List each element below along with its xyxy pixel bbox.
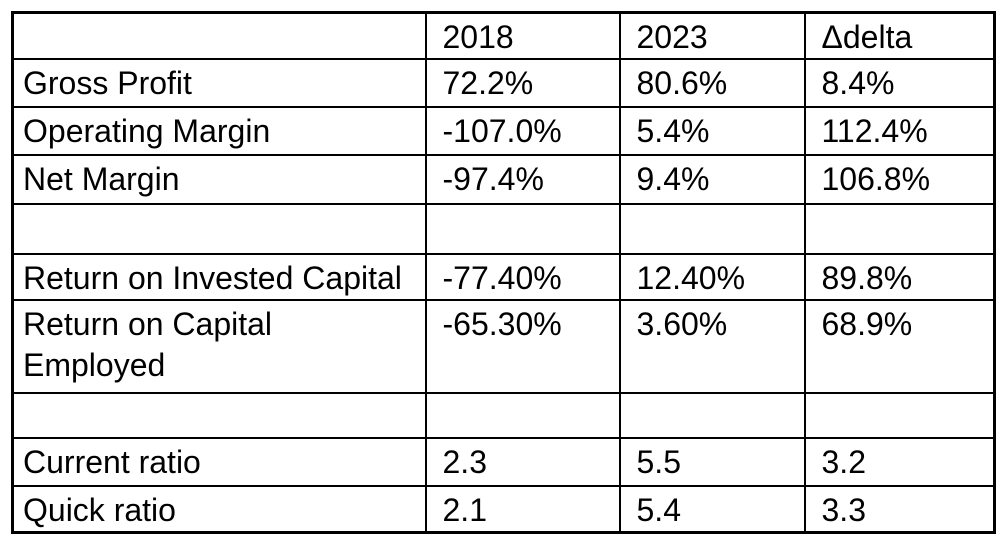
table-row-spacer-2 [11, 392, 996, 439]
cell-2018: -65.30% [424, 299, 621, 394]
cell-2023 [618, 392, 806, 439]
header-2023: 2023 [618, 11, 806, 60]
cell-2018: 2.1 [424, 485, 621, 534]
cell-delta [803, 203, 996, 255]
cell-2023: 80.6% [618, 58, 806, 108]
cell-2023: 5.4% [618, 106, 806, 156]
cell-delta: 3.3 [803, 485, 996, 534]
table-row-operating-margin: Operating Margin -107.0% 5.4% 112.4% [11, 106, 996, 156]
table-row-quick-ratio: Quick ratio 2.1 5.4 3.3 [11, 485, 996, 534]
cell-label: Current ratio [11, 437, 427, 487]
cell-2018 [424, 392, 621, 439]
cell-2023: 5.5 [618, 437, 806, 487]
cell-2018: 72.2% [424, 58, 621, 108]
cell-2018 [424, 203, 621, 255]
cell-label [11, 392, 427, 439]
cell-2023 [618, 203, 806, 255]
cell-label: Quick ratio [11, 485, 427, 534]
cell-2018: 2.3 [424, 437, 621, 487]
table-row-current-ratio: Current ratio 2.3 5.5 3.2 [11, 437, 996, 487]
table-row-return-on-capital-employed: Return on Capital Employed -65.30% 3.60%… [11, 299, 996, 394]
table-row-return-on-invested-capital: Return on Invested Capital -77.40% 12.40… [11, 253, 996, 301]
financial-metrics-table: 2018 2023 Δdelta Gross Profit 72.2% 80.6… [11, 11, 996, 534]
cell-2023: 12.40% [618, 253, 806, 301]
cell-label [11, 203, 427, 255]
cell-delta: 3.2 [803, 437, 996, 487]
table-header-row: 2018 2023 Δdelta [11, 11, 996, 60]
table-row-gross-profit: Gross Profit 72.2% 80.6% 8.4% [11, 58, 996, 108]
cell-delta: 8.4% [803, 58, 996, 108]
table-row-spacer-1 [11, 203, 996, 255]
header-empty [11, 11, 427, 60]
document-page: 2018 2023 Δdelta Gross Profit 72.2% 80.6… [11, 11, 996, 534]
cell-label: Operating Margin [11, 106, 427, 156]
cell-2023: 3.60% [618, 299, 806, 394]
table-row-net-margin: Net Margin -97.4% 9.4% 106.8% [11, 154, 996, 205]
cell-2018: -97.4% [424, 154, 621, 205]
header-2018: 2018 [424, 11, 621, 60]
cell-2023: 5.4 [618, 485, 806, 534]
cell-delta [803, 392, 996, 439]
cell-label: Net Margin [11, 154, 427, 205]
cell-delta: 68.9% [803, 299, 996, 394]
cell-label: Return on Capital Employed [11, 299, 427, 394]
cell-delta: 112.4% [803, 106, 996, 156]
cell-delta: 89.8% [803, 253, 996, 301]
cell-delta: 106.8% [803, 154, 996, 205]
cell-2018: -107.0% [424, 106, 621, 156]
cell-label: Gross Profit [11, 58, 427, 108]
cell-label: Return on Invested Capital [11, 253, 427, 301]
cell-2018: -77.40% [424, 253, 621, 301]
cell-2023: 9.4% [618, 154, 806, 205]
header-delta: Δdelta [803, 11, 996, 60]
